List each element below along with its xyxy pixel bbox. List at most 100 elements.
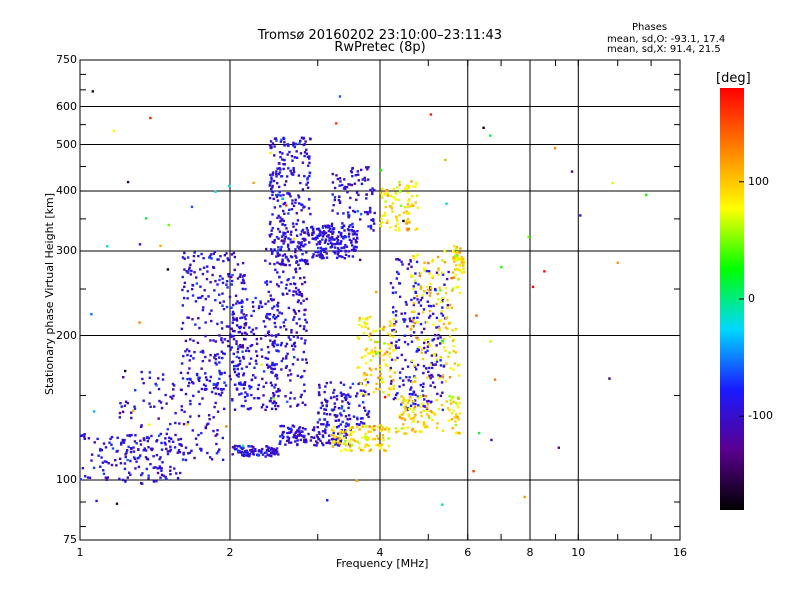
data-point: [438, 342, 442, 345]
data-point: [312, 428, 316, 432]
data-point: [331, 181, 335, 184]
data-point: [417, 404, 420, 407]
data-point: [239, 343, 242, 347]
data-point: [420, 296, 424, 300]
data-point: [390, 207, 394, 210]
data-point: [369, 338, 372, 342]
data-point: [418, 274, 422, 278]
data-point: [317, 251, 320, 254]
data-point: [391, 329, 394, 332]
data-point: [339, 439, 343, 442]
data-point: [286, 245, 290, 248]
data-point: [171, 397, 174, 400]
data-point: [378, 364, 382, 368]
data-point: [275, 283, 279, 286]
data-point: [405, 185, 409, 188]
data-point: [388, 387, 391, 390]
data-point: [287, 144, 290, 148]
data-point: [402, 398, 405, 401]
data-point: [412, 185, 415, 188]
data-point: [362, 422, 366, 425]
data-point: [400, 427, 404, 430]
data-point: [292, 308, 296, 312]
data-point: [344, 439, 347, 443]
data-point: [337, 441, 340, 445]
data-point: [339, 423, 342, 426]
data-point: [212, 339, 215, 342]
data-point: [335, 242, 339, 245]
data-point: [431, 276, 434, 280]
data-point: [431, 275, 434, 278]
data-point: [206, 270, 209, 273]
data-point: [396, 258, 400, 261]
data-point: [275, 451, 278, 454]
data-point: [426, 413, 429, 416]
data-point: [195, 443, 199, 446]
data-point: [273, 317, 277, 320]
data-point: [181, 321, 185, 325]
data-point: [189, 402, 192, 406]
data-point: [244, 454, 248, 457]
data-point: [385, 350, 389, 354]
data-point: [439, 359, 442, 362]
data-point: [244, 391, 247, 394]
data-point: [389, 282, 393, 285]
data-point: [317, 227, 320, 230]
data-point: [305, 183, 308, 186]
data-point: [290, 344, 294, 348]
data-point: [336, 444, 340, 447]
data-point: [188, 266, 191, 269]
data-point: [477, 431, 481, 435]
data-point: [420, 430, 423, 433]
data-point: [414, 376, 417, 379]
data-point: [268, 262, 272, 265]
data-point: [324, 408, 328, 412]
data-point: [158, 466, 161, 470]
data-point: [444, 349, 447, 353]
data-point: [340, 394, 343, 398]
data-point: [302, 440, 306, 443]
data-point: [186, 377, 189, 381]
data-point: [407, 415, 411, 418]
data-point: [240, 308, 244, 312]
data-point: [270, 299, 274, 302]
data-point: [251, 328, 255, 331]
data-point: [289, 169, 292, 173]
data-point: [285, 342, 289, 346]
data-point: [272, 240, 276, 244]
data-point: [418, 430, 422, 433]
data-point: [292, 166, 295, 170]
data-point: [413, 399, 417, 402]
data-point: [210, 390, 214, 394]
data-point: [219, 274, 222, 278]
data-point: [102, 472, 106, 476]
data-point: [374, 367, 378, 371]
data-point: [352, 415, 356, 418]
data-point: [431, 418, 434, 422]
data-point: [411, 420, 414, 424]
data-point: [194, 437, 198, 440]
data-point: [415, 194, 419, 198]
data-point: [457, 278, 460, 281]
data-point: [220, 372, 223, 376]
data-point: [366, 211, 369, 214]
data-point: [323, 430, 327, 433]
y-tick-label: 400: [56, 184, 77, 198]
data-point: [392, 187, 396, 191]
data-point: [396, 219, 399, 222]
data-point: [419, 411, 423, 414]
data-point: [404, 409, 408, 412]
data-point: [419, 405, 422, 408]
data-point: [159, 432, 162, 436]
data-point: [232, 337, 236, 341]
data-point: [249, 344, 252, 348]
data-point: [229, 378, 232, 381]
data-point: [254, 447, 257, 451]
data-point: [454, 351, 458, 354]
data-point: [482, 126, 485, 130]
data-point: [411, 427, 415, 431]
data-point: [276, 251, 279, 255]
data-point: [325, 404, 328, 408]
data-point: [449, 402, 453, 405]
data-point: [283, 253, 287, 256]
